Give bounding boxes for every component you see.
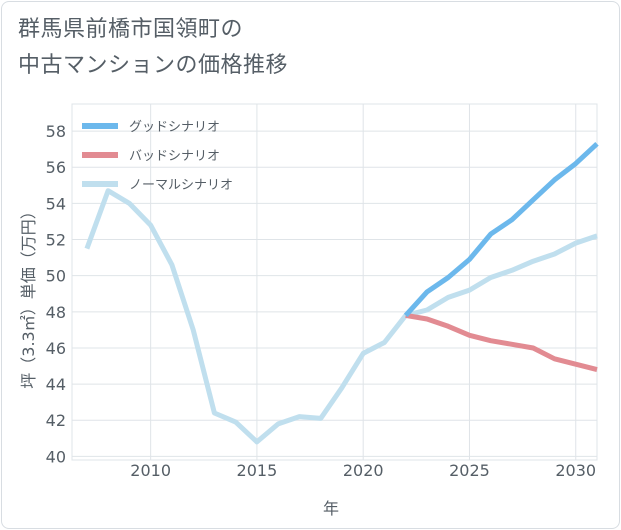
- chart-title: 群馬県前橋市国領町の 中古マンションの価格推移: [18, 12, 288, 84]
- y-axis-ticks: 40 42 44 46 48 50 52 54 56 58: [46, 122, 66, 466]
- y-tick-label: 40: [46, 447, 66, 466]
- x-tick-label: 2020: [343, 461, 384, 480]
- x-tick-label: 2030: [555, 461, 596, 480]
- x-tick-label: 2025: [449, 461, 490, 480]
- x-tick-label: 2010: [130, 461, 171, 480]
- legend-good-scenario: グッドシナリオ: [82, 120, 220, 135]
- chart-title-line2: 中古マンションの価格推移: [18, 53, 289, 78]
- y-tick-label: 42: [46, 411, 66, 430]
- legend-label: バッドシナリオ: [129, 149, 220, 164]
- legend-label: グッドシナリオ: [129, 120, 220, 135]
- y-tick-label: 52: [46, 231, 66, 250]
- x-axis-ticks: 2010 2015 2020 2025 2030: [130, 461, 596, 480]
- normal-scenario-line: [84, 188, 598, 445]
- y-tick-label: 54: [46, 194, 66, 213]
- legend-bad-scenario: バッドシナリオ: [82, 149, 220, 164]
- y-tick-label: 58: [46, 122, 66, 141]
- bad-scenario-line: [405, 312, 598, 373]
- y-tick-label: 50: [46, 267, 66, 286]
- good-scenario-line: [403, 141, 599, 318]
- x-axis-label: 年: [323, 499, 339, 518]
- chart-title-line1: 群馬県前橋市国領町の: [18, 17, 244, 42]
- y-tick-label: 56: [46, 158, 66, 177]
- y-axis-label: 坪（3.3㎡）単価（万円）: [19, 203, 38, 388]
- x-tick-label: 2015: [237, 461, 278, 480]
- y-tick-label: 44: [46, 375, 66, 394]
- legend-normal-scenario: ノーマルシナリオ: [82, 178, 233, 193]
- series-lines: [84, 141, 599, 445]
- y-tick-label: 46: [46, 339, 66, 358]
- plot-frame: [71, 103, 598, 461]
- y-tick-label: 48: [46, 303, 66, 322]
- legend-label: ノーマルシナリオ: [129, 178, 233, 193]
